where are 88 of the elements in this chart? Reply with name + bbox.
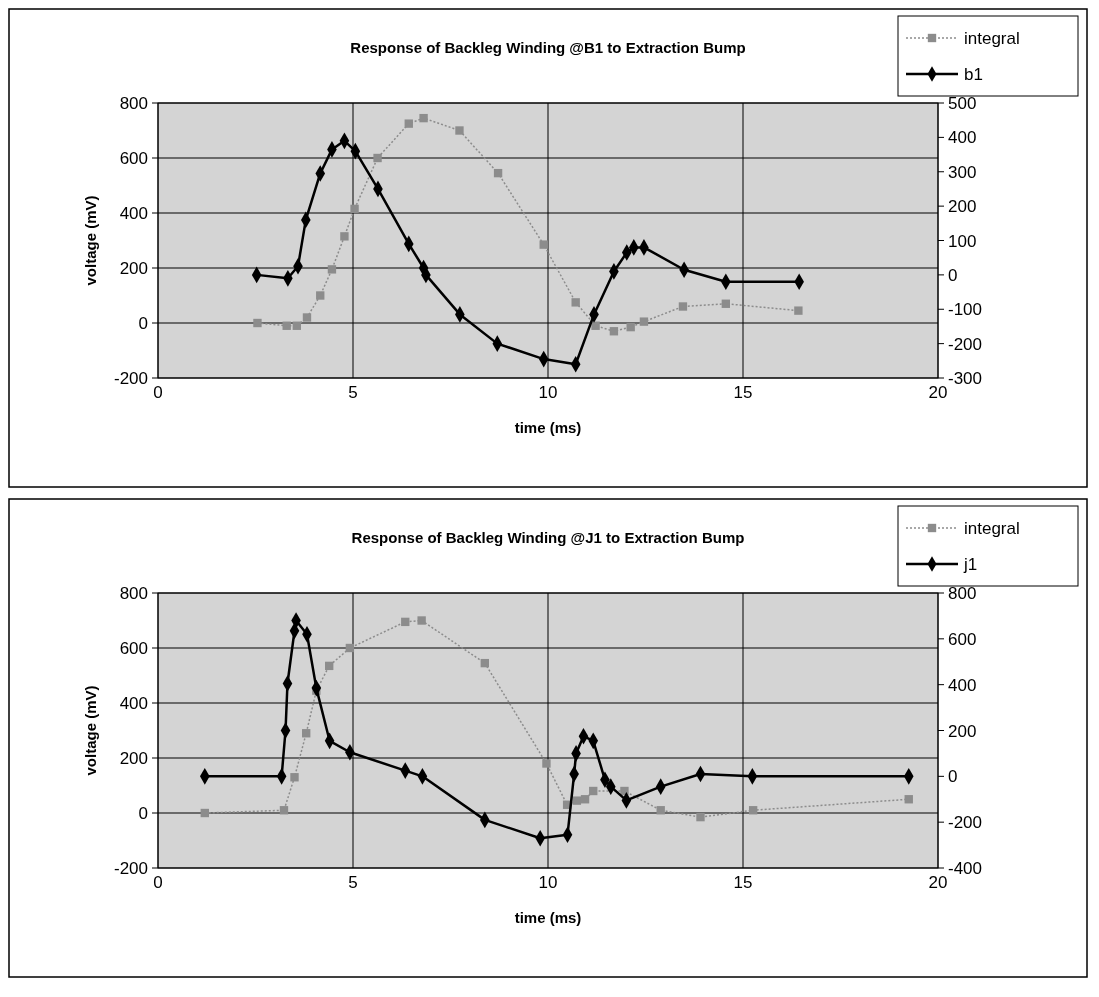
y2-tick-label: -200 <box>948 813 983 833</box>
y2-tick-label: 800 <box>948 584 977 603</box>
chart-title: Response of Backleg Winding @B1 to Extraction Bump <box>350 39 746 56</box>
y2-tick-label: -100 <box>948 300 983 320</box>
chart-title: Response of Backleg Winding @J1 to Extraction Bump <box>351 529 745 546</box>
point <box>325 661 334 671</box>
x-tick-label: 10 <box>538 383 558 402</box>
point <box>639 317 649 326</box>
x-tick-label: 15 <box>733 873 753 892</box>
point <box>253 318 262 328</box>
x-tick-label: 5 <box>348 873 358 892</box>
y-axis-title: voltage (mV) <box>82 195 99 286</box>
y2-tick-label: 0 <box>948 265 958 285</box>
point <box>373 153 382 163</box>
x-tick-label: 0 <box>153 873 163 892</box>
x-tick-label: 15 <box>733 383 753 402</box>
point <box>316 291 325 300</box>
y-tick-label: -200 <box>113 369 148 388</box>
point <box>404 119 413 128</box>
y-tick-label: 0 <box>138 804 148 823</box>
x-axis-title: time (ms) <box>514 419 582 436</box>
point <box>696 812 705 822</box>
point <box>589 786 598 796</box>
y2-tick-label: 200 <box>948 721 977 741</box>
x-tick-label: 10 <box>538 873 558 892</box>
point <box>571 298 580 307</box>
y-tick-label: 0 <box>138 314 148 333</box>
legend-label: b1 <box>964 65 983 84</box>
y2-tick-label: 0 <box>948 767 958 787</box>
y-tick-label: 800 <box>119 584 148 603</box>
y2-tick-label: 200 <box>948 197 977 217</box>
point <box>282 321 291 330</box>
point <box>626 322 635 332</box>
y-tick-label: 400 <box>119 204 148 223</box>
point <box>609 327 619 336</box>
y2-tick-label: 400 <box>948 128 977 148</box>
y-tick-label: 600 <box>119 639 148 658</box>
y2-tick-label: -400 <box>948 859 983 878</box>
point <box>721 299 731 308</box>
y2-tick-label: 600 <box>948 629 977 649</box>
point <box>200 808 209 818</box>
point <box>678 302 688 311</box>
y-tick-label: 200 <box>119 259 148 278</box>
point <box>302 729 311 738</box>
point <box>656 806 665 815</box>
point <box>539 240 548 249</box>
point <box>327 265 337 274</box>
y-tick-label: 600 <box>119 149 148 168</box>
point <box>350 204 359 214</box>
point <box>279 806 289 815</box>
point <box>340 232 349 241</box>
point <box>302 313 312 322</box>
point <box>620 786 629 796</box>
point <box>455 126 464 135</box>
y2-tick-label: 500 <box>948 94 977 113</box>
y2-tick-label: 400 <box>948 675 977 695</box>
x-tick-label: 20 <box>928 873 948 892</box>
x-axis-title: time (ms) <box>514 909 582 926</box>
legend-label: integral <box>964 519 1020 538</box>
legend-label: j1 <box>963 555 978 574</box>
point <box>480 658 489 668</box>
point <box>292 321 302 330</box>
point <box>345 643 355 653</box>
x-tick-label: 5 <box>348 383 358 402</box>
point <box>401 617 410 627</box>
y-axis-title: voltage (mV) <box>82 685 99 776</box>
point <box>572 796 582 805</box>
point <box>290 773 299 782</box>
point <box>417 616 426 625</box>
point <box>591 321 600 330</box>
y2-tick-label: 100 <box>948 231 977 251</box>
point <box>904 795 913 804</box>
point <box>542 759 551 768</box>
point <box>419 113 428 123</box>
y-tick-label: 400 <box>119 694 148 713</box>
x-tick-label: 0 <box>153 383 163 402</box>
legend-label: integral <box>964 29 1020 48</box>
y-tick-label: 200 <box>119 749 148 768</box>
y-tick-label: -200 <box>113 859 148 878</box>
point <box>493 168 503 178</box>
y2-tick-label: 300 <box>948 162 977 182</box>
y2-tick-label: -300 <box>948 369 983 388</box>
point <box>580 795 590 804</box>
y2-tick-label: -200 <box>948 334 983 354</box>
x-tick-label: 20 <box>928 383 948 402</box>
point <box>748 806 758 815</box>
y-tick-label: 800 <box>119 94 148 113</box>
point <box>794 306 803 315</box>
